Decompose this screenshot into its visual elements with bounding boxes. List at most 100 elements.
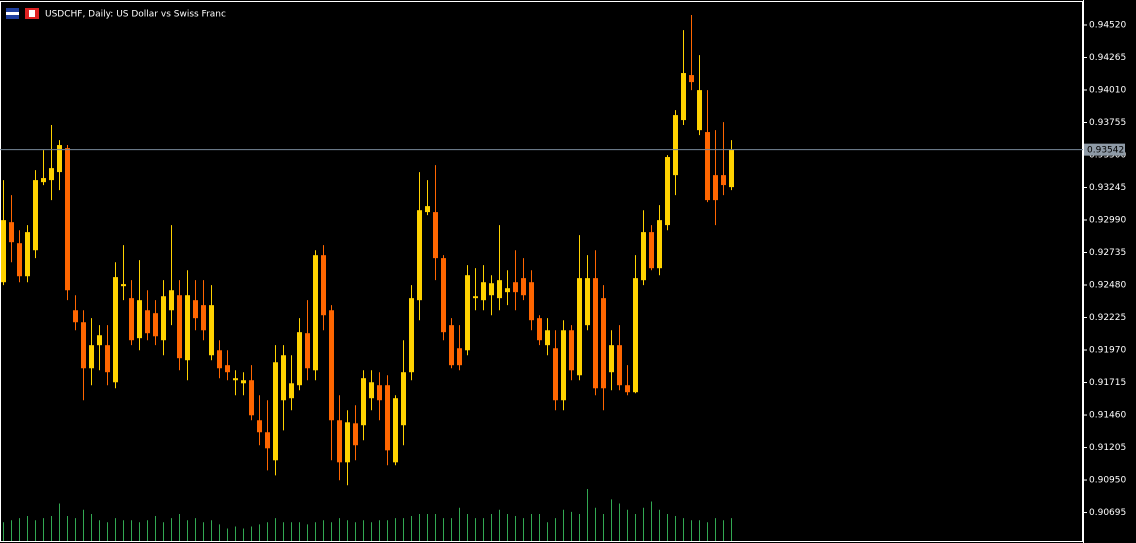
candle-body [593,278,598,389]
candle-body [185,295,190,361]
candle-body [449,325,454,366]
candle-body [353,423,358,446]
candle-body [201,305,206,331]
candle-body [305,333,310,369]
candle-body [553,348,558,401]
candle-body [169,290,174,311]
candle-body [433,212,438,259]
candle-body [233,378,238,381]
candle-body [33,180,38,251]
candle-body [265,432,270,449]
candle-body [729,149,734,188]
y-tick-label: 0.91460 [1089,411,1126,421]
candle-body [497,280,502,299]
candle-body [625,385,630,393]
candle-body [465,275,470,351]
candle-body [137,300,142,339]
candle-body [633,278,638,393]
candle-body [441,258,446,333]
candle-body [9,222,14,243]
candle-body [417,210,422,301]
candle-body [689,75,694,83]
y-tick-label: 0.91205 [1089,443,1126,453]
candle-body [377,385,382,401]
candle-body [97,335,102,346]
flag-icon [29,10,35,17]
y-tick-label: 0.92990 [1089,216,1126,226]
y-tick-label: 0.91715 [1089,378,1126,388]
candle-body [481,282,486,301]
candle-body [89,345,94,369]
candle-body [705,132,710,201]
candle-body [337,420,342,463]
chart-title: USDCHF, Daily: US Dollar vs Swiss Franc [45,10,226,20]
candle-body [321,255,326,316]
candle-body [25,232,30,277]
candle-body [145,310,150,334]
candle-body [209,305,214,356]
y-tick-label: 0.90950 [1089,476,1126,486]
candle-body [73,310,78,323]
candle-body [241,380,246,384]
candle-body [369,382,374,399]
candle-body [457,348,462,366]
price-label-box [1084,143,1125,156]
y-tick-label: 0.94265 [1089,53,1126,63]
candle-body [297,332,302,386]
candle-body [537,318,542,341]
candle-body [249,380,254,416]
candle-body [273,362,278,461]
candle-body [329,310,334,421]
candle-body [521,278,526,296]
candle-body [609,345,614,373]
candle-body [601,298,606,389]
candle-body [257,420,262,433]
price-label: 0.93542 [1087,146,1124,156]
candle-body [177,295,182,359]
candle-body [401,372,406,426]
candle-body [17,243,22,277]
y-tick-label: 0.90695 [1089,508,1126,518]
candle-body [81,322,86,369]
candle-body [105,345,110,373]
candle-body [425,206,430,213]
candle-body [641,232,646,281]
y-tick-label: 0.92225 [1089,313,1126,323]
candle-body [665,157,670,226]
candle-body [113,277,118,383]
candle-body [57,145,62,173]
y-tick-label: 0.93245 [1089,183,1126,193]
candle-body [225,365,230,373]
candle-body [505,288,510,293]
candle-body [41,178,46,183]
candle-body [681,73,686,121]
candle-body [153,313,158,337]
y-tick-label: 0.93755 [1089,118,1126,128]
y-tick-label: 0.92735 [1089,248,1126,258]
candle-body [577,278,582,376]
candle-body [217,350,222,369]
candle-body [345,422,350,463]
candle-body [385,385,390,451]
candle-body [121,284,126,287]
candle-body [585,278,590,326]
plot-frame [0,1,1083,542]
candle-body [65,148,70,291]
flag-icon [6,12,19,15]
volume-layer [3,489,732,541]
candle-layer [1,15,734,486]
candle-body [161,296,166,341]
symbol-icons [6,8,39,19]
candle-body [409,298,414,373]
candle-body [545,330,550,346]
candle-body [617,345,622,386]
candle-body [129,298,134,341]
candle-body [513,282,518,293]
candle-body [489,283,494,296]
candle-body [673,115,678,176]
candle-body [193,300,198,319]
